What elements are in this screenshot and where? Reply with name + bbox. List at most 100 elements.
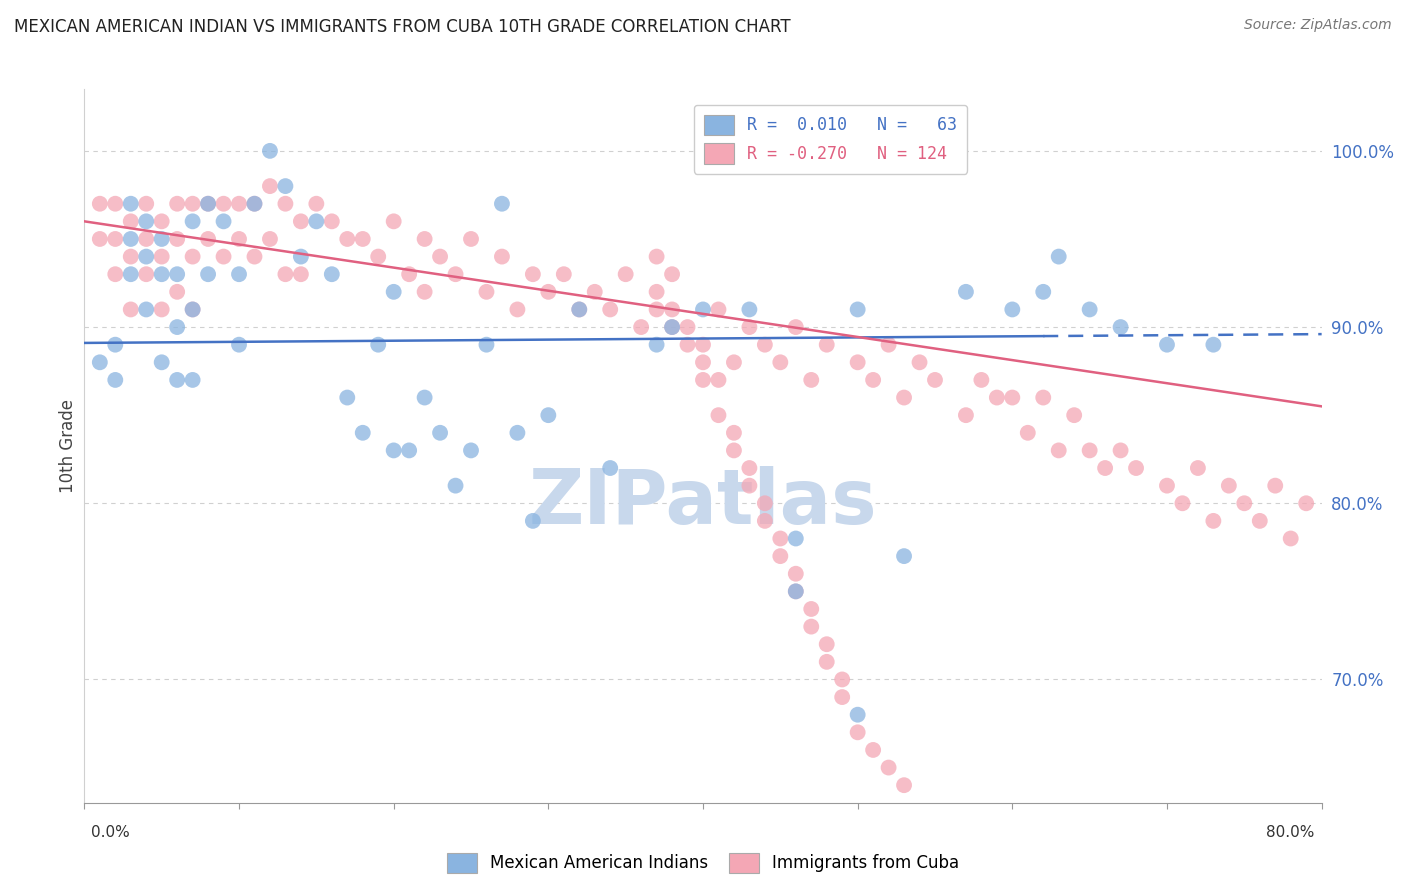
Point	[367, 337, 389, 351]
Point	[630, 320, 652, 334]
Point	[661, 302, 683, 317]
Point	[955, 408, 977, 422]
Point	[197, 267, 219, 281]
Point	[274, 267, 297, 281]
Point	[1156, 337, 1178, 351]
Point	[661, 320, 683, 334]
Point	[846, 725, 869, 739]
Point	[862, 373, 884, 387]
Point	[785, 532, 807, 546]
Point	[321, 267, 343, 281]
Point	[475, 285, 498, 299]
Point	[89, 196, 111, 211]
Point	[522, 514, 544, 528]
Point	[321, 214, 343, 228]
Point	[723, 443, 745, 458]
Point	[862, 743, 884, 757]
Point	[661, 320, 683, 334]
Point	[181, 214, 204, 228]
Point	[785, 584, 807, 599]
Point	[970, 373, 993, 387]
Text: Source: ZipAtlas.com: Source: ZipAtlas.com	[1244, 18, 1392, 32]
Point	[135, 302, 157, 317]
Point	[1001, 391, 1024, 405]
Point	[460, 232, 482, 246]
Point	[1218, 478, 1240, 492]
Point	[491, 250, 513, 264]
Point	[413, 232, 436, 246]
Point	[181, 302, 204, 317]
Point	[846, 355, 869, 369]
Point	[599, 461, 621, 475]
Point	[243, 250, 266, 264]
Point	[955, 285, 977, 299]
Point	[800, 619, 823, 633]
Point	[150, 267, 173, 281]
Point	[120, 196, 142, 211]
Point	[1032, 391, 1054, 405]
Point	[181, 373, 204, 387]
Point	[785, 320, 807, 334]
Point	[1109, 443, 1132, 458]
Point	[444, 478, 467, 492]
Point	[738, 320, 761, 334]
Text: ZIPatlas: ZIPatlas	[529, 467, 877, 540]
Point	[150, 302, 173, 317]
Text: 80.0%: 80.0%	[1267, 825, 1315, 840]
Point	[398, 267, 420, 281]
Point	[197, 196, 219, 211]
Point	[413, 391, 436, 405]
Point	[150, 250, 173, 264]
Point	[1187, 461, 1209, 475]
Point	[135, 250, 157, 264]
Point	[986, 391, 1008, 405]
Point	[104, 373, 127, 387]
Point	[1017, 425, 1039, 440]
Point	[290, 214, 312, 228]
Point	[754, 514, 776, 528]
Point	[754, 337, 776, 351]
Point	[104, 196, 127, 211]
Point	[1264, 478, 1286, 492]
Point	[1109, 320, 1132, 334]
Point	[135, 232, 157, 246]
Point	[166, 232, 188, 246]
Point	[382, 443, 405, 458]
Point	[166, 373, 188, 387]
Point	[506, 425, 529, 440]
Point	[846, 707, 869, 722]
Point	[382, 285, 405, 299]
Point	[769, 355, 792, 369]
Point	[893, 391, 915, 405]
Point	[599, 302, 621, 317]
Point	[692, 355, 714, 369]
Point	[522, 267, 544, 281]
Point	[181, 302, 204, 317]
Point	[661, 267, 683, 281]
Point	[815, 655, 838, 669]
Point	[707, 302, 730, 317]
Point	[1063, 408, 1085, 422]
Point	[738, 478, 761, 492]
Point	[243, 196, 266, 211]
Point	[877, 337, 900, 351]
Point	[89, 355, 111, 369]
Point	[259, 179, 281, 194]
Point	[475, 337, 498, 351]
Point	[120, 232, 142, 246]
Point	[460, 443, 482, 458]
Point	[785, 566, 807, 581]
Point	[645, 337, 668, 351]
Point	[1202, 514, 1225, 528]
Point	[692, 302, 714, 317]
Point	[352, 425, 374, 440]
Point	[1202, 337, 1225, 351]
Point	[429, 250, 451, 264]
Point	[120, 302, 142, 317]
Point	[924, 373, 946, 387]
Point	[537, 408, 560, 422]
Point	[352, 232, 374, 246]
Point	[382, 214, 405, 228]
Point	[135, 267, 157, 281]
Point	[1078, 443, 1101, 458]
